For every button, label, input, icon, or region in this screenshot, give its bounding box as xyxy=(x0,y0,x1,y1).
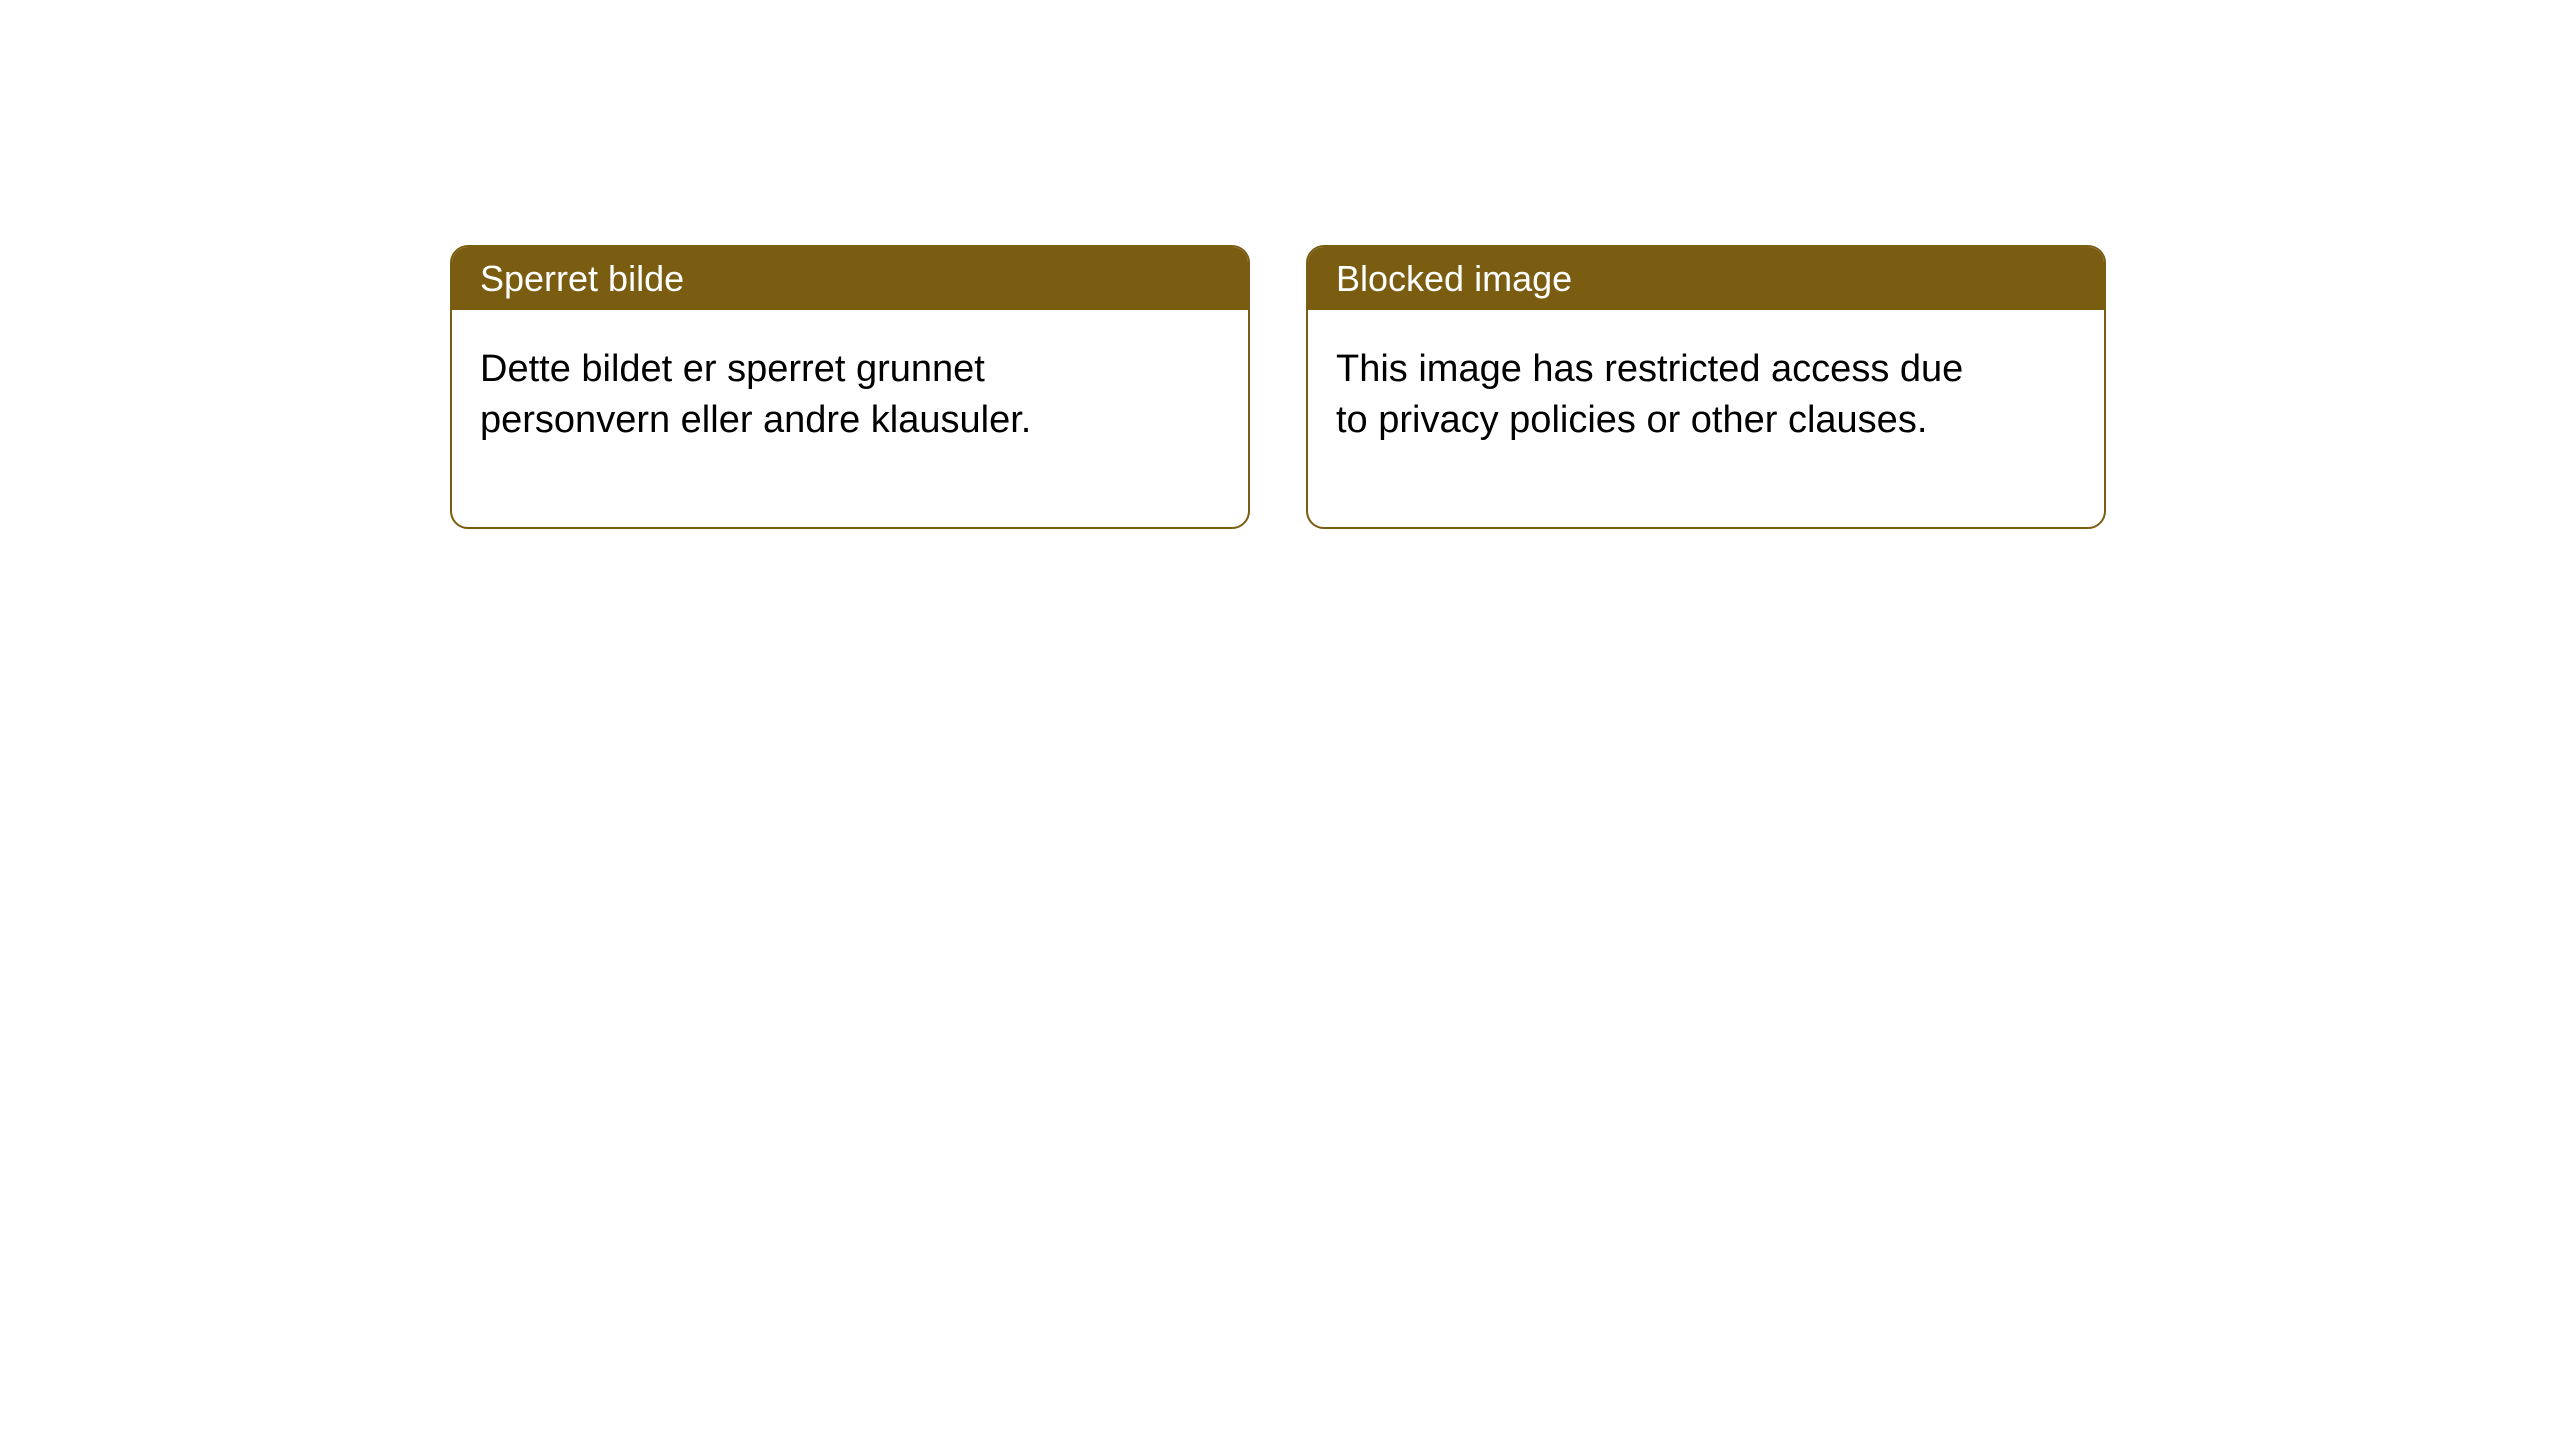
card-body-text: Dette bildet er sperret grunnet personve… xyxy=(480,348,1031,441)
blocked-image-card-no: Sperret bilde Dette bildet er sperret gr… xyxy=(450,245,1250,529)
card-title: Sperret bilde xyxy=(480,258,684,299)
card-title: Blocked image xyxy=(1336,258,1572,299)
card-header: Sperret bilde xyxy=(452,247,1248,310)
card-body: Dette bildet er sperret grunnet personve… xyxy=(452,310,1152,527)
card-header: Blocked image xyxy=(1308,247,2104,310)
card-container: Sperret bilde Dette bildet er sperret gr… xyxy=(450,245,2560,529)
blocked-image-card-en: Blocked image This image has restricted … xyxy=(1306,245,2106,529)
card-body-text: This image has restricted access due to … xyxy=(1336,348,1963,441)
card-body: This image has restricted access due to … xyxy=(1308,310,2008,527)
